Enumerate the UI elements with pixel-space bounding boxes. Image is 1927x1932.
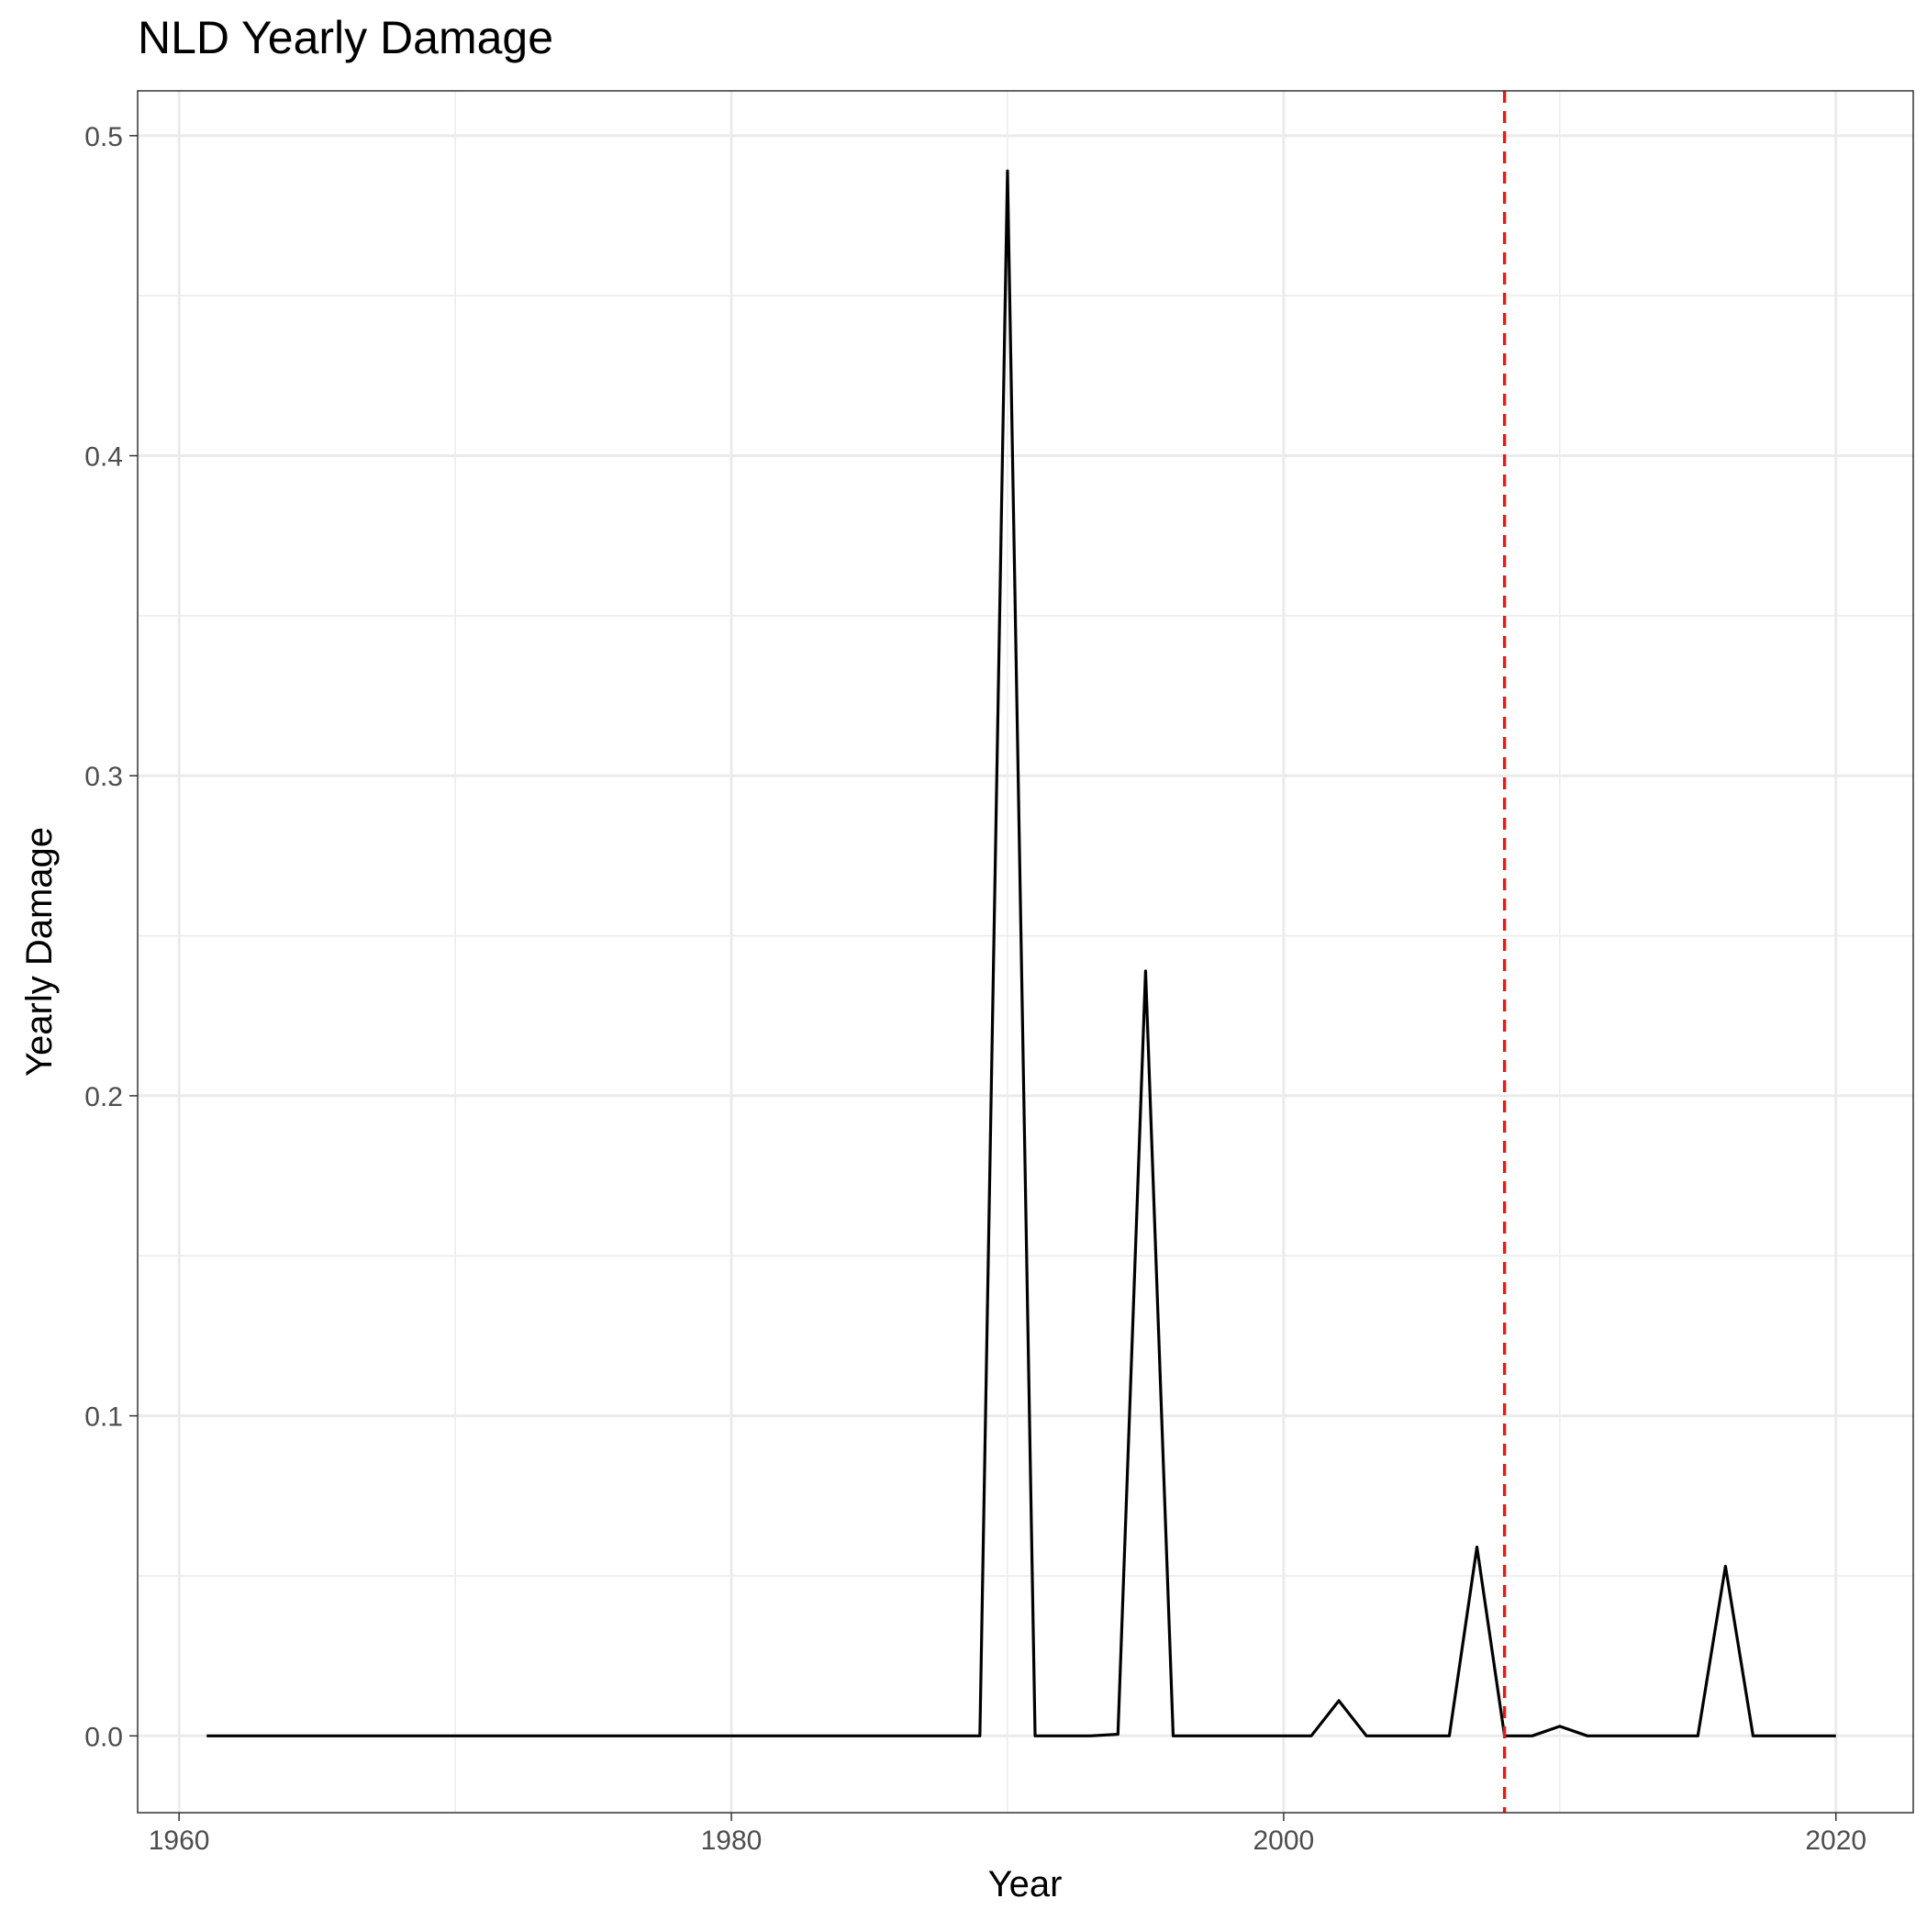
series-line [206,171,1836,1736]
x-tick-label: 1960 [149,1826,210,1856]
y-tick-label: 0.1 [84,1402,123,1433]
plot-panel-border [138,91,1913,1813]
x-axis: 1960 1980 2000 2020 [149,1813,1866,1856]
major-gridlines [138,91,1913,1813]
x-tick-label: 2000 [1253,1826,1314,1856]
x-tick-label: 1980 [701,1826,763,1856]
y-tick-label: 0.2 [84,1082,123,1112]
chart-title: NLD Yearly Damage [138,12,553,63]
y-tick-label: 0.4 [84,442,123,473]
series-layer [206,171,1836,1736]
y-axis: 0.0 0.1 0.2 0.3 0.4 0.5 [84,122,138,1752]
y-tick-label: 0.5 [84,122,123,152]
x-axis-title: Year [988,1864,1063,1904]
y-tick-label: 0.0 [84,1722,123,1752]
y-axis-title: Yearly Damage [19,827,60,1077]
y-tick-label: 0.3 [84,762,123,792]
x-tick-label: 2020 [1805,1826,1866,1856]
minor-gridlines [138,91,1913,1813]
